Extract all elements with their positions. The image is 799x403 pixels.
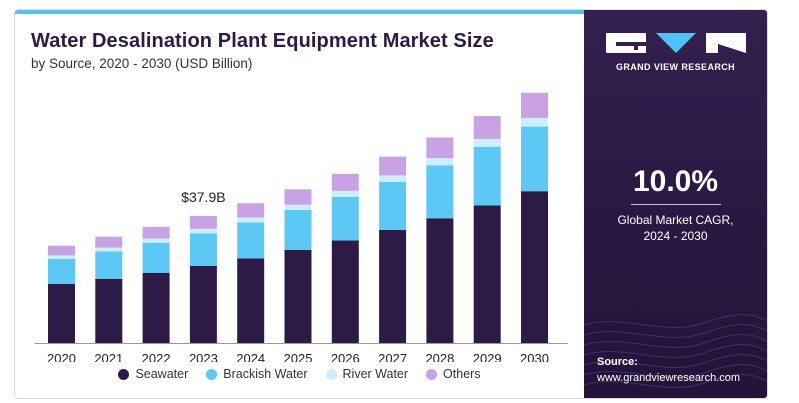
cagr-label-line2: 2024 - 2030 (643, 229, 708, 243)
data-label-2023: $37.9B (181, 189, 225, 205)
bar-2020-river-water (48, 255, 75, 259)
x-tick-label: 2022 (142, 351, 171, 362)
source-label: Source: (597, 356, 638, 368)
bar-2022-seawater (142, 272, 170, 343)
x-tick-label: 2026 (331, 351, 360, 362)
cagr-divider (631, 204, 721, 205)
x-tick-label: 2020 (47, 351, 76, 362)
source-url: www.grandviewresearch.com (597, 372, 741, 384)
bar-2020-brackish-water (48, 258, 75, 285)
bar-2024-river-water (237, 217, 265, 223)
chart-panel: Water Desalination Plant Equipment Marke… (15, 10, 584, 398)
bar-2024-seawater (237, 258, 265, 343)
legend-item-seawater: Seawater (118, 367, 188, 381)
x-tick-label: 2029 (473, 351, 502, 362)
bar-2030-brackish-water (521, 126, 548, 192)
x-tick-label: 2024 (236, 351, 265, 362)
bar-2021-seawater (95, 278, 123, 343)
bar-2028-river-water (426, 158, 454, 166)
bar-2026-river-water (331, 190, 359, 197)
cagr-label: Global Market CAGR, 2024 - 2030 (584, 212, 767, 244)
bar-2023-brackish-water (189, 233, 217, 266)
bar-2026-seawater (331, 240, 359, 343)
bar-2025-brackish-water (284, 209, 312, 250)
bar-2029-brackish-water (473, 146, 501, 206)
x-tick-label: 2027 (378, 351, 407, 362)
wave-pattern-icon (584, 313, 767, 389)
bar-2022-river-water (142, 238, 170, 243)
bar-2023-river-water (189, 228, 217, 234)
legend-label: Others (443, 367, 481, 381)
bar-2021-brackish-water (95, 251, 123, 279)
legend-item-brackish-water: Brackish Water (206, 367, 308, 381)
cagr-label-line1: Global Market CAGR, (617, 213, 734, 227)
bar-2029-others (473, 116, 501, 139)
brand-panel: GRAND VIEW RESEARCH 10.0% Global Market … (584, 10, 767, 398)
legend-swatch (426, 368, 438, 380)
bar-2021-river-water (95, 247, 123, 252)
grand-view-research-logo-icon (606, 33, 746, 53)
legend-label: Seawater (135, 367, 189, 381)
bar-2024-brackish-water (237, 222, 265, 259)
bar-2021-others (95, 236, 123, 248)
x-tick-label: 2028 (425, 351, 454, 362)
chart-subtitle: by Source, 2020 - 2030 (USD Billion) (31, 56, 253, 71)
bar-2022-others (142, 226, 170, 239)
bar-2030-others (521, 92, 548, 118)
chart-card: Water Desalination Plant Equipment Marke… (14, 9, 768, 399)
chart-title: Water Desalination Plant Equipment Marke… (31, 30, 494, 52)
bar-2020-others (48, 245, 75, 256)
bar-2022-brackish-water (142, 242, 170, 273)
legend-item-others: Others (426, 367, 481, 381)
bar-2030-seawater (521, 191, 548, 343)
chart-legend: Seawater Brackish Water River Water Others (15, 367, 584, 381)
bar-2025-river-water (284, 204, 312, 210)
cagr-value: 10.0% (632, 165, 719, 198)
bar-2028-seawater (426, 218, 454, 343)
bar-2027-river-water (379, 175, 407, 182)
x-tick-label: 2021 (94, 351, 123, 362)
brand-name: GRAND VIEW RESEARCH (615, 62, 736, 72)
bar-2027-brackish-water (379, 181, 407, 230)
bar-2025-others (284, 189, 312, 205)
bar-2025-seawater (284, 249, 312, 343)
bar-2027-seawater (379, 229, 407, 343)
bar-2026-brackish-water (331, 196, 359, 241)
bar-2027-others (379, 156, 407, 176)
bar-2029-river-water (473, 138, 501, 147)
legend-swatch (118, 368, 130, 380)
bar-chart: 2020 2021 2022 2023 $37.9B 2024 2025 2026 2027 20… (35, 92, 568, 362)
legend-label: Brackish Water (223, 367, 308, 381)
bar-2024-others (237, 203, 265, 218)
bar-2028-others (426, 137, 454, 159)
legend-item-river-water: River Water (325, 367, 409, 381)
bar-2026-others (331, 173, 359, 191)
bar-2023-seawater (189, 265, 217, 343)
bar-2030-river-water (521, 117, 548, 127)
legend-swatch (325, 368, 337, 380)
x-tick-label: 2025 (284, 351, 313, 362)
bar-2023-others (189, 216, 217, 229)
x-tick-label: 2030 (520, 351, 549, 362)
accent-bar (15, 10, 584, 14)
legend-swatch (206, 368, 218, 380)
bar-2029-seawater (473, 205, 501, 343)
legend-label: River Water (342, 367, 409, 381)
x-tick-label: 2023 (189, 351, 218, 362)
bar-2028-brackish-water (426, 165, 454, 219)
bar-2020-seawater (48, 284, 75, 343)
